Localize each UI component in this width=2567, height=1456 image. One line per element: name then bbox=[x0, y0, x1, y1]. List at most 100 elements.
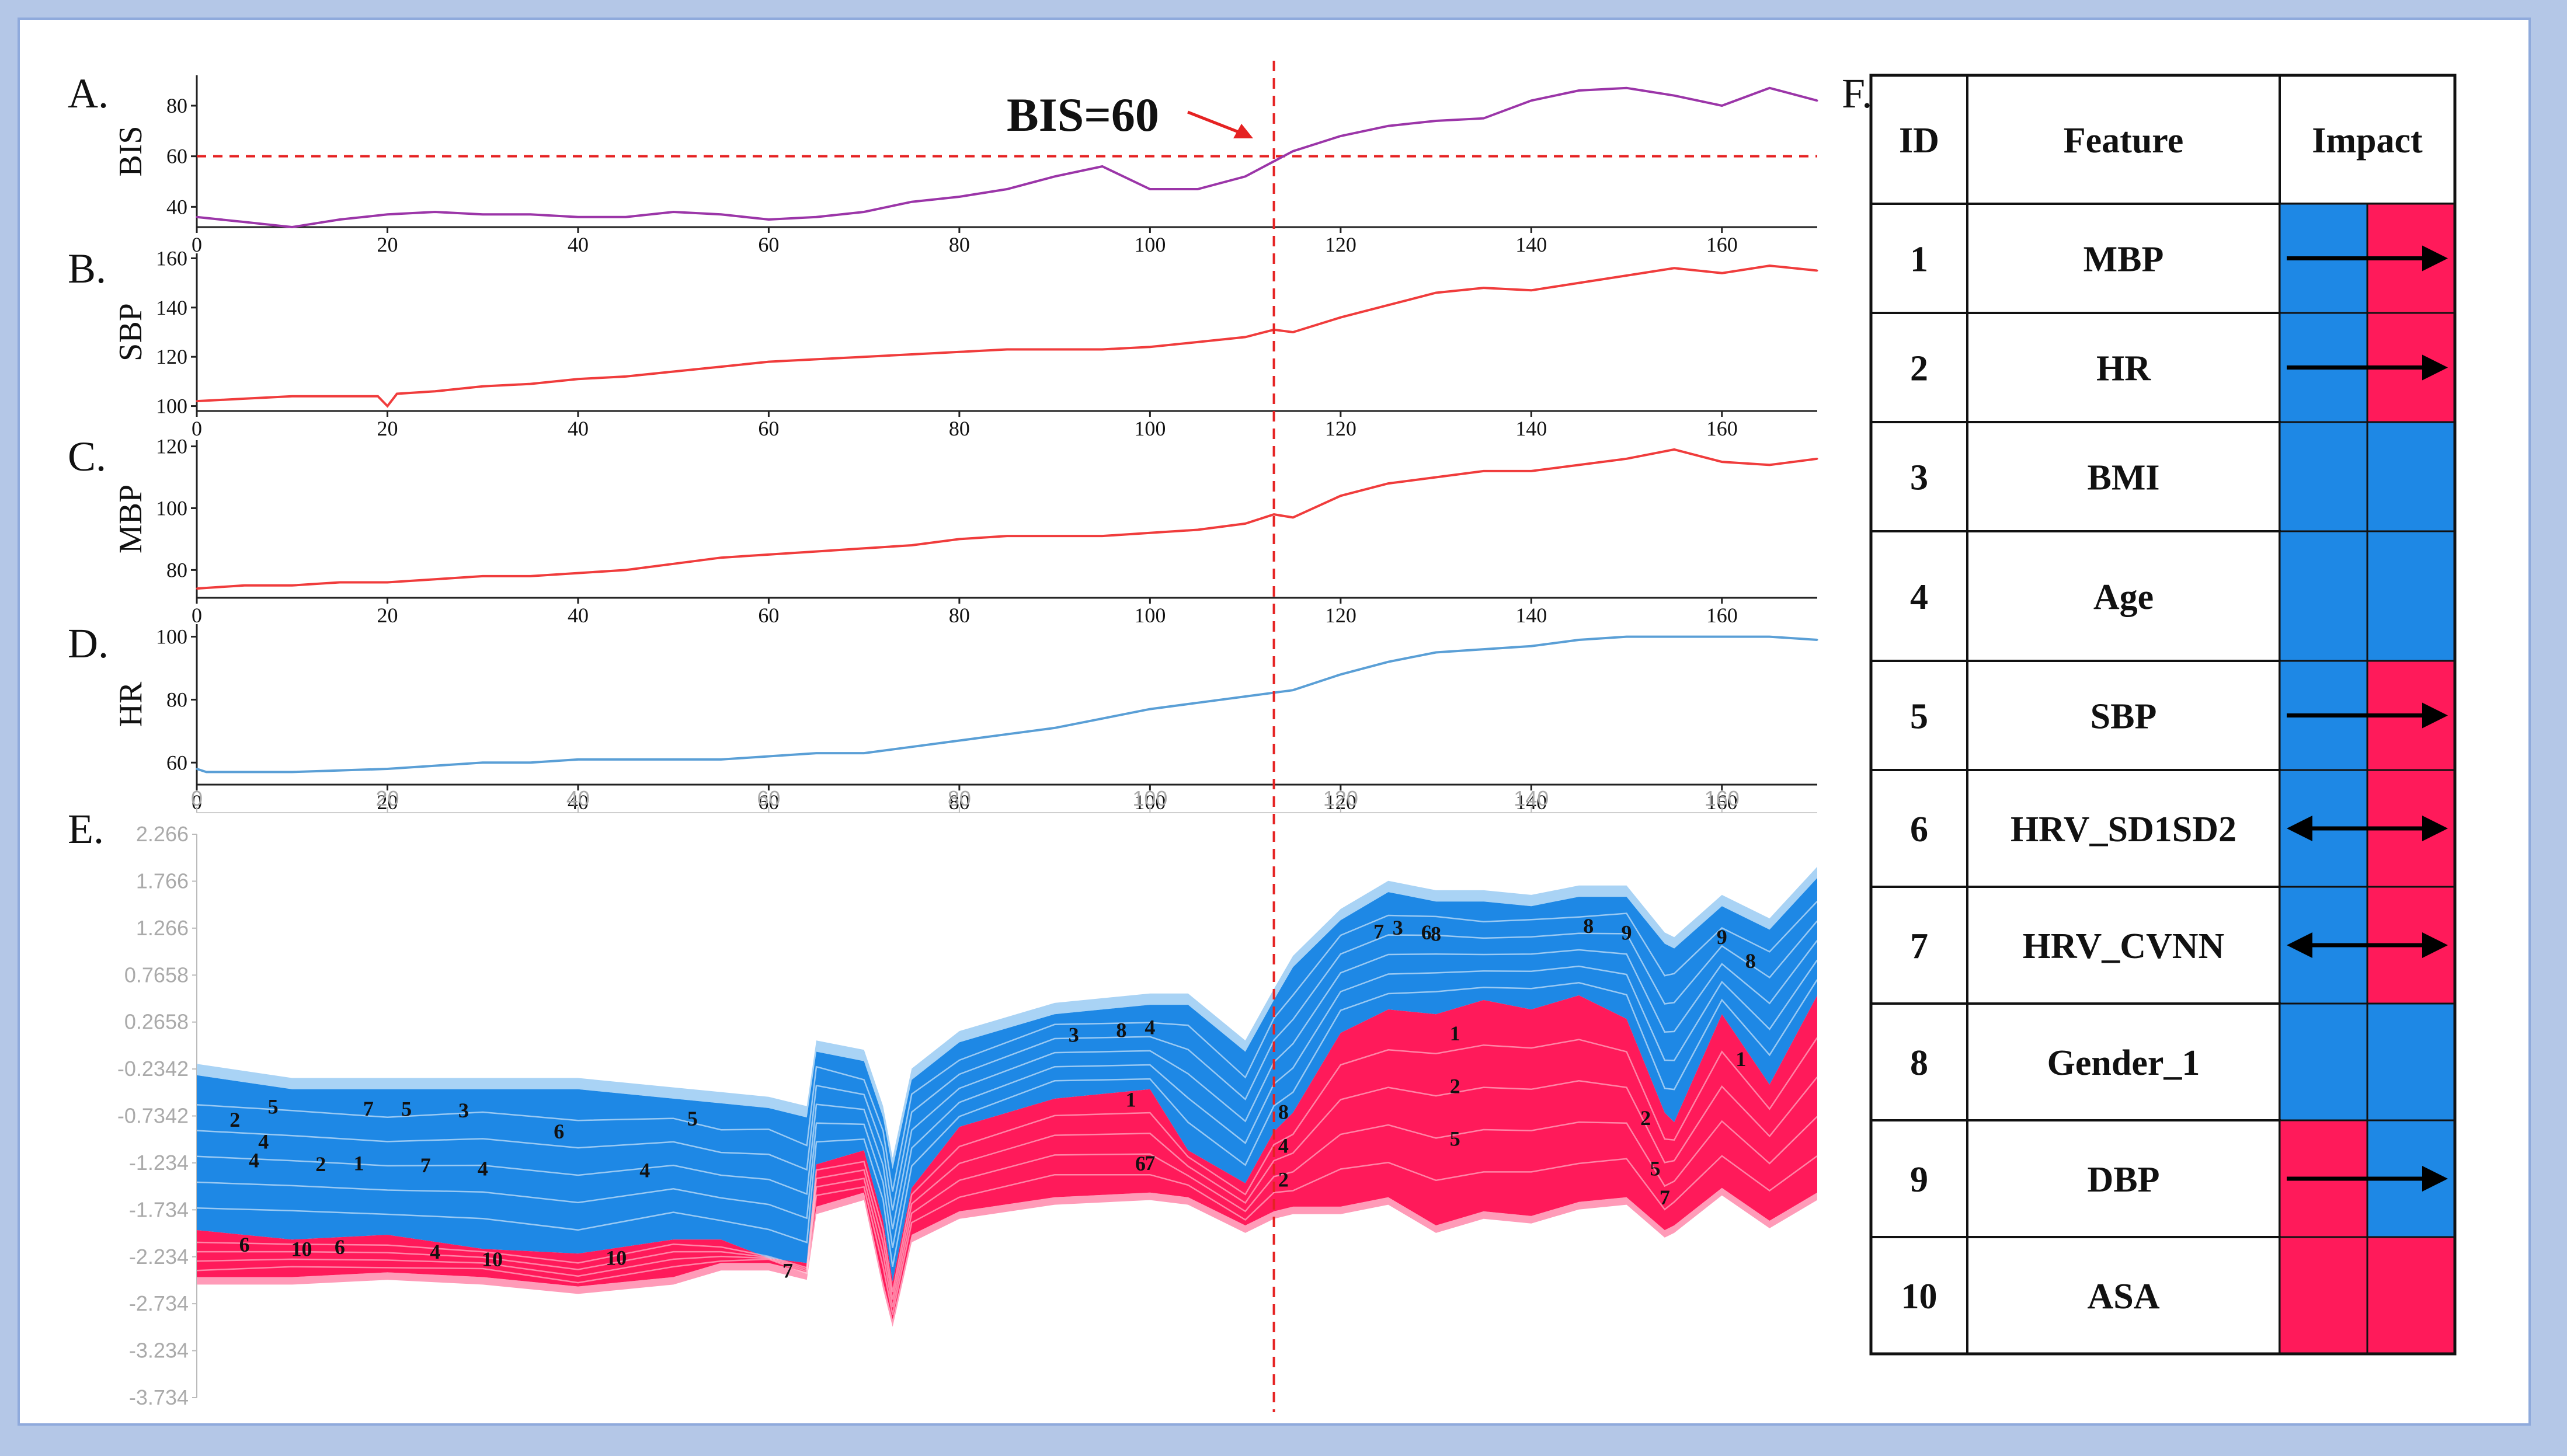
x-tick-label: 60 bbox=[758, 417, 779, 440]
y-tick-label: 160 bbox=[156, 246, 187, 270]
y-tick-label: 100 bbox=[156, 625, 187, 649]
data-point bbox=[1673, 95, 1675, 97]
data-point bbox=[767, 553, 770, 556]
data-point bbox=[1244, 336, 1247, 338]
data-point bbox=[244, 771, 246, 773]
data-point bbox=[339, 218, 341, 221]
data-point bbox=[815, 752, 818, 754]
data-point bbox=[1292, 331, 1294, 333]
stream-x-tick-label: 20 bbox=[375, 786, 399, 810]
data-point bbox=[1530, 99, 1532, 102]
stream-feature-label: 8 bbox=[1278, 1100, 1289, 1123]
data-point bbox=[625, 216, 627, 218]
data-point bbox=[1387, 125, 1389, 127]
stream-feature-label: 6 bbox=[1135, 1152, 1146, 1175]
data-point bbox=[196, 216, 198, 218]
table-cell-id: 9 bbox=[1910, 1160, 1928, 1200]
data-point bbox=[482, 213, 484, 215]
impact-arrowhead-right-icon bbox=[2422, 1166, 2448, 1192]
data-point bbox=[815, 358, 818, 360]
pos-streamline bbox=[196, 1155, 1818, 1315]
stream-feature-label: 5 bbox=[268, 1095, 279, 1119]
data-point bbox=[1006, 733, 1008, 736]
pos-streamline bbox=[196, 1037, 1818, 1293]
stream-feature-label: 6 bbox=[335, 1235, 345, 1259]
data-point bbox=[720, 758, 722, 761]
x-tick-label: 60 bbox=[758, 233, 779, 256]
data-point bbox=[1149, 346, 1151, 348]
stream-feature-label: 4 bbox=[249, 1148, 259, 1172]
x-tick-label: 160 bbox=[1706, 417, 1738, 440]
series-line-sbp bbox=[196, 264, 1818, 408]
table-header-id: ID bbox=[1899, 121, 1939, 161]
x-tick-label: 100 bbox=[1134, 417, 1166, 440]
stream-feature-label: 10 bbox=[606, 1246, 627, 1270]
y-tick-label: 40 bbox=[166, 195, 187, 218]
table-row: 5 SBP bbox=[1870, 660, 2456, 771]
x-tick-label: 140 bbox=[1515, 604, 1547, 627]
data-point bbox=[377, 395, 379, 398]
table-cell-feature: Age bbox=[2093, 577, 2154, 617]
stream-feature-label: 7 bbox=[782, 1259, 793, 1282]
stream-negative-band bbox=[197, 877, 1817, 1282]
table-cell-id: 3 bbox=[1910, 458, 1928, 498]
data-point bbox=[291, 771, 293, 773]
data-point bbox=[672, 371, 674, 372]
data-point bbox=[1149, 708, 1151, 710]
y-tick-label: 120 bbox=[156, 435, 187, 458]
stream-feature-label: 1 bbox=[1735, 1047, 1746, 1071]
stream-x-tick-label: 0 bbox=[191, 786, 203, 810]
table-cell-bg bbox=[1870, 1119, 2281, 1238]
data-point bbox=[720, 365, 722, 368]
data-point bbox=[1530, 289, 1532, 291]
data-point bbox=[1673, 448, 1675, 451]
data-point bbox=[1006, 188, 1008, 190]
table-cell-bg bbox=[1870, 312, 2281, 423]
data-point bbox=[1626, 458, 1628, 460]
series-line-bis bbox=[196, 86, 1818, 229]
data-point bbox=[577, 378, 579, 380]
stream-feature-label: 1 bbox=[354, 1151, 364, 1175]
table-cell-id: 6 bbox=[1910, 810, 1928, 849]
data-point bbox=[1340, 135, 1342, 137]
stream-x-tick-label: 120 bbox=[1323, 786, 1358, 810]
data-point bbox=[291, 584, 293, 587]
panel-letter-b: B. bbox=[68, 245, 106, 292]
stream-feature-label: 6 bbox=[239, 1233, 250, 1256]
data-point bbox=[625, 569, 627, 571]
table-row: 7 HRV_CVNN bbox=[1870, 886, 2456, 1005]
data-point bbox=[815, 216, 818, 218]
y-tick-label: 100 bbox=[156, 395, 187, 418]
x-tick-label: 100 bbox=[1134, 604, 1166, 627]
data-point bbox=[434, 211, 436, 213]
data-point bbox=[1721, 636, 1723, 638]
data-point bbox=[577, 572, 579, 574]
data-point bbox=[529, 761, 531, 764]
stream-y-tick-label: -1.234 bbox=[129, 1151, 189, 1175]
data-point bbox=[1196, 702, 1199, 704]
data-point bbox=[1273, 513, 1275, 515]
data-point bbox=[529, 575, 531, 577]
data-point bbox=[244, 584, 246, 587]
stream-feature-label: 2 bbox=[1640, 1106, 1651, 1130]
data-point bbox=[1340, 673, 1342, 675]
figure-frame: A. B. C. D. E. F. 40 60 80 0 20 40 60 80 100 120 1… bbox=[18, 18, 2531, 1426]
x-tick-label: 0 bbox=[192, 790, 202, 814]
data-point bbox=[1196, 188, 1199, 190]
data-point bbox=[863, 211, 865, 213]
x-tick-label: 40 bbox=[568, 604, 589, 627]
data-point bbox=[1483, 470, 1485, 472]
data-point bbox=[863, 547, 865, 549]
impact-right-swatch bbox=[2366, 530, 2456, 662]
stream-positive-band bbox=[197, 995, 1817, 1319]
table-cell-id: 7 bbox=[1910, 926, 1928, 966]
impact-arrowhead-right-icon bbox=[2422, 932, 2448, 958]
data-point bbox=[386, 581, 388, 584]
stream-y-tick-label: -1.734 bbox=[129, 1197, 189, 1221]
stream-x-tick-label: 140 bbox=[1514, 786, 1549, 810]
data-point bbox=[863, 356, 865, 358]
stream-feature-label: 2 bbox=[315, 1152, 326, 1176]
data-point bbox=[672, 563, 674, 565]
y-tick-label: 140 bbox=[156, 296, 187, 319]
data-point bbox=[1273, 160, 1275, 162]
